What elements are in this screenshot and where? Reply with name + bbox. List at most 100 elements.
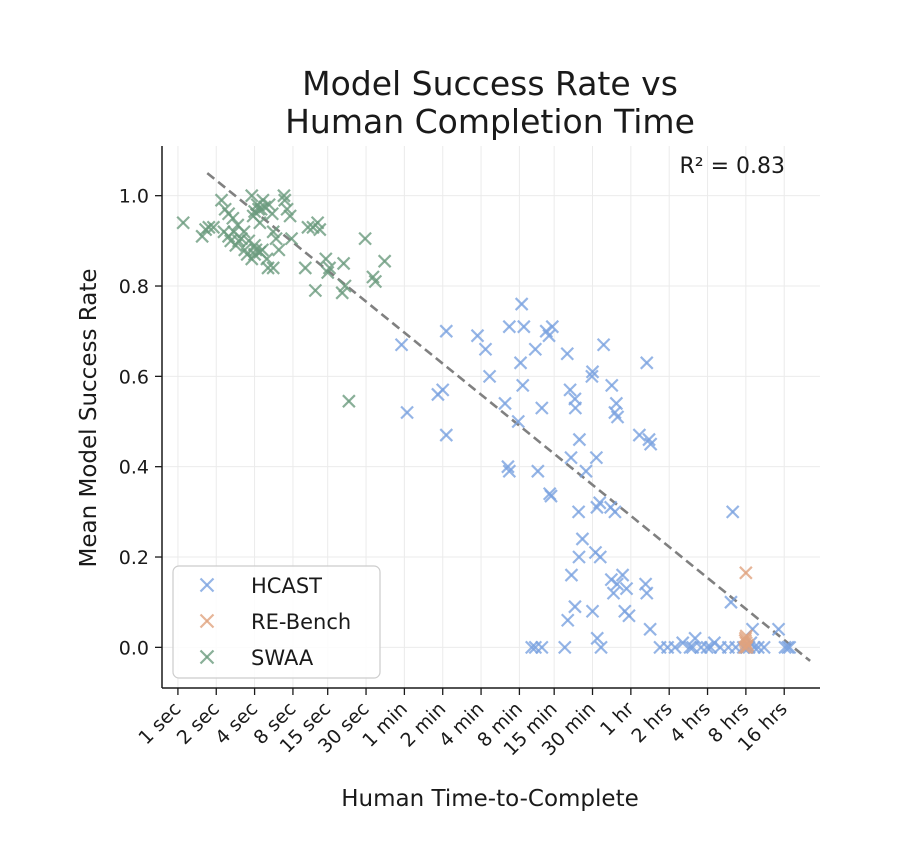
hcast-point [568, 599, 582, 614]
legend: HCAST RE-Bench SWAA [172, 565, 381, 679]
hcast-point [639, 586, 654, 600]
x-tick-label: 2 hrs [627, 698, 676, 747]
hcast-point [610, 410, 625, 424]
hcast-point [502, 464, 517, 478]
swaa-point [253, 216, 267, 230]
hcast-point [609, 396, 624, 411]
re-bench-point [739, 566, 753, 580]
hcast-point [431, 387, 445, 402]
hcast-point [394, 337, 409, 352]
r-squared-annotation: R² = 0.83 [679, 154, 785, 179]
swaa-point [226, 211, 240, 226]
swaa-point [266, 225, 280, 239]
y-tick-label: 0.2 [119, 547, 149, 569]
swaa-point [265, 206, 279, 221]
hcast-point [513, 356, 528, 370]
hcast-point [608, 505, 622, 519]
swaa-point [301, 220, 315, 235]
swaa-point [269, 231, 283, 246]
x-tick-label: 2 sec [173, 698, 224, 749]
hcast-point [642, 432, 656, 447]
swaa-point [313, 222, 327, 237]
hcast-point [571, 505, 586, 519]
swaa-point [342, 394, 356, 408]
hcast-point [502, 319, 517, 334]
hcast-point [557, 640, 572, 655]
swaa-point [308, 283, 323, 298]
hcast-point [606, 586, 621, 600]
hcast-point [594, 640, 608, 655]
hcast-point [675, 636, 690, 650]
swaa-point [266, 261, 280, 275]
swaa-point [247, 204, 262, 219]
swaa-point [358, 231, 372, 246]
swaa-point [262, 197, 276, 212]
hcast-point [579, 464, 593, 478]
swaa-point [277, 193, 292, 207]
hcast-point [400, 405, 414, 420]
swaa-point [261, 261, 275, 275]
hcast-point [572, 550, 586, 564]
hcast-point [585, 604, 600, 618]
x-tick-label: 1 sec [134, 698, 185, 749]
hcast-point [643, 622, 657, 637]
trend-line [206, 172, 811, 662]
y-axis-label: Mean Model Success Rate [76, 269, 102, 568]
swaa-point [202, 220, 216, 235]
y-tick-label: 0.6 [119, 366, 149, 388]
legend-box [172, 565, 381, 679]
hcast-point [482, 369, 497, 384]
hcast-point [564, 568, 579, 582]
swaa-point [272, 243, 286, 257]
swaa-point [256, 193, 270, 207]
swaa-point [283, 209, 297, 223]
hcast-point [498, 396, 512, 411]
y-axis-ticks: 0.0 0.2 0.4 0.6 0.8 1.0 [119, 186, 162, 659]
y-tick-label: 0.4 [119, 457, 149, 479]
hcast-point [511, 414, 526, 429]
hcast-point [535, 640, 549, 655]
re-bench-point [738, 633, 753, 648]
legend-label-re-bench: RE-Bench [251, 610, 351, 634]
swaa-point [277, 188, 291, 203]
hcast-point [560, 613, 575, 628]
y-tick-label: 0.0 [119, 637, 149, 659]
hcast-point [622, 608, 636, 623]
swaa-point [319, 252, 333, 266]
swaa-point [206, 220, 221, 235]
hcast-point [700, 640, 714, 655]
hcast-point [782, 640, 797, 655]
hcast-point [524, 640, 539, 655]
hcast-point [643, 437, 658, 451]
swaa-point [377, 254, 392, 268]
hcast-point [724, 595, 738, 609]
hcast-point [501, 459, 515, 474]
swaa-point [335, 286, 349, 300]
swaa-point [237, 225, 251, 239]
legend-label-swaa: SWAA [251, 646, 314, 670]
hcast-point [683, 640, 697, 655]
hcast-point [545, 319, 560, 334]
hcast-point [725, 505, 740, 519]
hcast-point [563, 383, 577, 397]
hcast-point [478, 342, 493, 357]
legend-marker-re-bench [199, 613, 215, 629]
swaa-point [284, 231, 299, 246]
hcast-point [593, 550, 608, 564]
y-tick-label: 1.0 [119, 186, 149, 208]
swaa-point [336, 256, 351, 271]
hcast-point [751, 640, 765, 655]
hcast-point [778, 640, 792, 655]
hcast-point [668, 640, 682, 655]
hcast-point [560, 346, 575, 361]
hcast-point [781, 640, 795, 655]
hcast-point [439, 324, 454, 338]
hcast-point [590, 631, 605, 646]
hcast-point [514, 297, 529, 311]
hcast-point [632, 428, 647, 442]
hcast-point [470, 328, 485, 343]
swaa-point [249, 243, 263, 257]
